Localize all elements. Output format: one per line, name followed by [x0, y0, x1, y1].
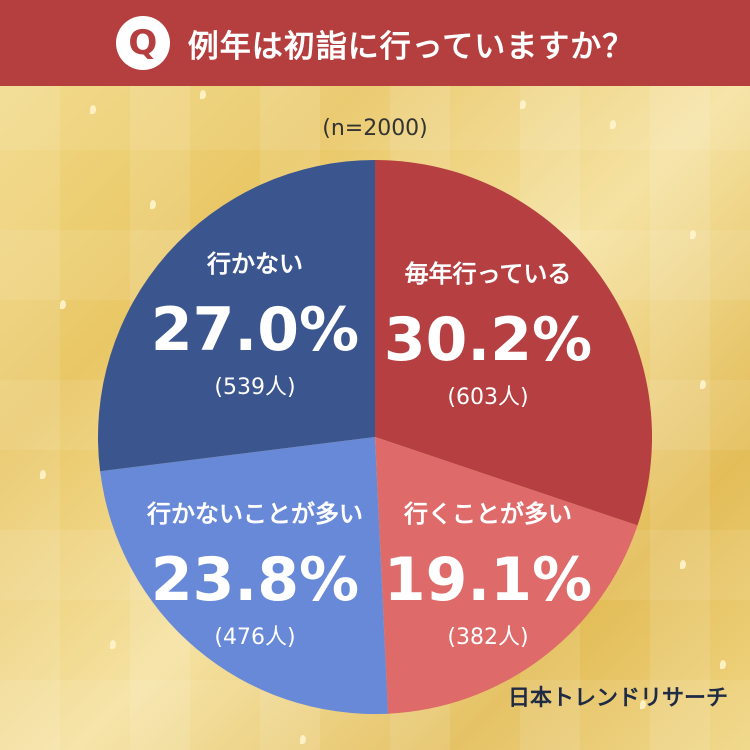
gold-flake	[200, 90, 206, 99]
slice-count: (476人)	[214, 625, 295, 650]
slice-percent: 19.1%	[384, 545, 592, 615]
gold-flake	[640, 700, 646, 709]
pie-slice	[97, 160, 375, 472]
gold-flake	[520, 100, 526, 109]
question-text: 例年は初詣に行っていますか？	[187, 28, 635, 65]
slice-label: 行くことが多い	[403, 500, 572, 528]
brand-logo: 日本トレンドリサーチ	[507, 686, 728, 711]
slice-label: 行かないことが多い	[146, 500, 363, 528]
gold-flake	[60, 300, 66, 309]
gold-flake	[720, 660, 726, 669]
slice-label: 毎年行っている	[405, 260, 572, 288]
pie-slice	[375, 437, 638, 714]
gold-flake	[150, 200, 156, 209]
slice-count: (539人)	[214, 375, 295, 400]
sample-size: (n=2000)	[322, 116, 428, 141]
question-banner: Q 例年は初詣に行っていますか？	[0, 0, 750, 86]
q-badge: Q	[115, 16, 170, 70]
slice-label: 行かない	[206, 250, 303, 278]
gold-flake	[680, 560, 686, 569]
gold-flake	[300, 735, 306, 744]
gold-flake	[110, 640, 116, 649]
gold-flake	[40, 470, 46, 479]
gold-flake	[690, 230, 696, 239]
slice-percent: 27.0%	[151, 295, 359, 365]
slice-percent: 23.8%	[151, 545, 359, 615]
gold-flake	[700, 380, 706, 389]
pie-slice	[100, 437, 389, 715]
pie-slice	[375, 160, 653, 526]
gold-flake	[610, 120, 616, 129]
slice-percent: 30.2%	[384, 305, 592, 375]
slice-count: (603人)	[447, 385, 528, 410]
gold-flake	[90, 105, 96, 114]
slice-count: (382人)	[447, 625, 528, 650]
